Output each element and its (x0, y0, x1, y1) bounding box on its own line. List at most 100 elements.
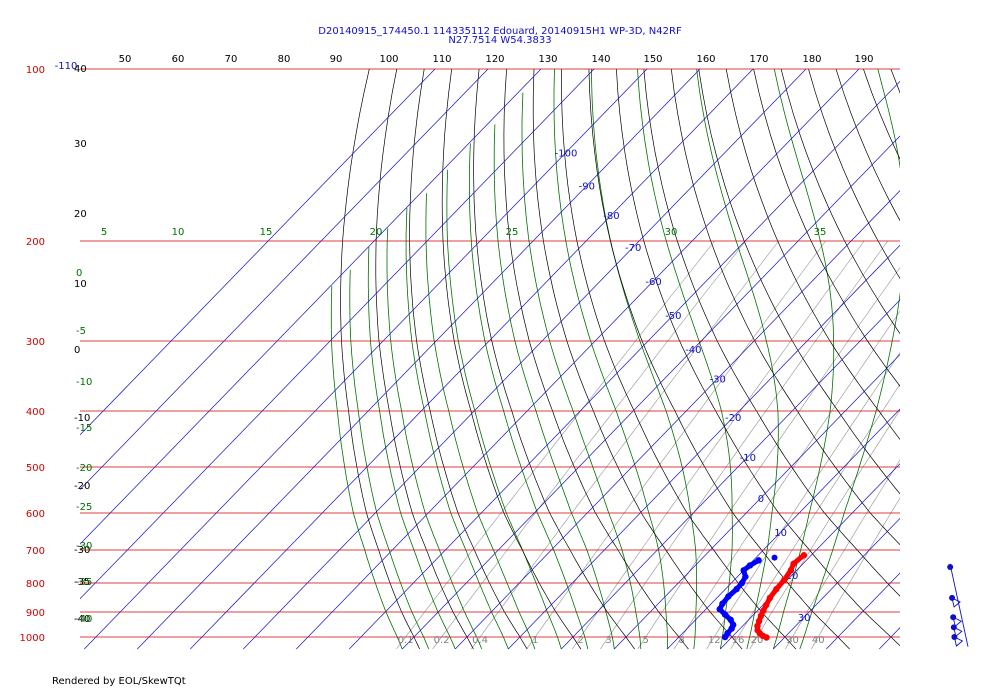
isotherm-line (243, 69, 807, 650)
temperature-point (760, 607, 767, 614)
dry-adiabat-line (890, 69, 900, 94)
isotherm-line (80, 69, 436, 436)
isobar-label: 800 (26, 579, 45, 590)
isotherms (80, 69, 1000, 650)
mixing-ratio-line (673, 310, 900, 650)
theta-left-label: 0 (74, 345, 80, 356)
mixing-ratio-label: 5 (643, 635, 649, 646)
isotherm-line (614, 354, 900, 650)
mixing-ratio-line (526, 240, 826, 650)
theta-top-label: 110 (432, 54, 451, 65)
isotherm-line (932, 69, 1000, 649)
temperature-point (766, 594, 774, 602)
isotherm-line (80, 69, 489, 491)
theta-top-label: 60 (172, 54, 185, 65)
moist-adiabat-line (493, 124, 615, 650)
dry-adiabat-line (441, 69, 582, 650)
mixing-ratio-line (571, 240, 865, 650)
mixing-ratio-line (706, 352, 900, 650)
theta-top-label: 170 (749, 54, 768, 65)
isotherm-label: 0 (758, 494, 764, 505)
temperature-point (762, 601, 770, 609)
dry-adiabat-line (532, 69, 743, 650)
wind-barb-flag (952, 616, 963, 628)
dewpoint-point (746, 562, 754, 569)
dry-adiabat-line (918, 69, 1000, 649)
isotherm-label: -100 (555, 148, 578, 159)
theta-left-label: 10 (74, 279, 87, 290)
isobars (80, 68, 900, 638)
dry-adiabat-line (835, 69, 900, 222)
dry-adiabat-line (503, 69, 689, 650)
dry-adiabat-line (863, 69, 900, 160)
dewpoint-point (719, 600, 726, 607)
mixing-ratio-line (470, 240, 779, 650)
dry-adiabats (340, 69, 1000, 650)
theta-e-label: 35 (814, 227, 827, 238)
mixing-ratio-label: 3 (605, 635, 611, 646)
mixing-ratio-label: 1 (532, 635, 538, 646)
dewpoint-line (717, 557, 762, 640)
dewpoint-point (721, 633, 729, 641)
dry-adiabat-line (375, 69, 474, 650)
isotherm-line (667, 408, 900, 650)
isotherm-label: -70 (625, 243, 641, 254)
dry-adiabat-line (780, 69, 900, 335)
isotherm-line (773, 517, 900, 650)
theta-left-label: -30 (74, 545, 90, 556)
theta-e-label: 10 (172, 227, 185, 238)
moist-adiabat-line (469, 143, 589, 650)
theta-left-label: 40 (74, 64, 87, 75)
wind-barb-flag (953, 626, 963, 638)
theta-left-label: 30 (74, 139, 87, 150)
mixing-ratio-line (600, 240, 888, 650)
isotherm-label: -80 (603, 211, 619, 222)
grid-labels: 1002003004005006007008009001000-100-90-8… (20, 54, 874, 646)
wind-barb-point (947, 564, 954, 571)
dry-adiabat-line (753, 69, 900, 387)
isotherm-label: -40 (685, 345, 701, 356)
dry-adiabat-line (340, 69, 421, 650)
dry-adiabat-line (616, 69, 900, 647)
isotherm-line (720, 463, 900, 650)
dewpoint-point (733, 585, 740, 593)
temperature-point (787, 567, 795, 574)
mixing-ratio-label: 8 (679, 635, 685, 646)
theta-e-label: 25 (506, 227, 519, 238)
isotherm-line (80, 69, 595, 600)
theta-top-label: 50 (119, 54, 132, 65)
isotherm-line (190, 69, 754, 650)
moist-adiabat-line (446, 169, 562, 650)
moist-adiabat-line (349, 269, 430, 650)
isotherm-line (826, 572, 900, 650)
theta-left-label: -40 (74, 614, 90, 625)
theta-left-label: 20 (74, 209, 87, 220)
chart-title: D20140915_174450.1 114335112 Edouard, 20… (318, 26, 682, 37)
temperature-point (781, 576, 788, 584)
isotherm-line (508, 244, 900, 650)
dewpoint-point (721, 611, 729, 618)
theta-top-label: 150 (643, 54, 662, 65)
temperature-point (763, 634, 770, 641)
dry-adiabat-line (946, 69, 1000, 649)
theta-e-label: 5 (101, 227, 107, 238)
theta-e-left-label: -35 (76, 577, 92, 588)
isotherm-label: -20 (725, 413, 741, 424)
wind-barb-flag (953, 636, 964, 647)
isotherm-label: -60 (645, 277, 661, 288)
dewpoint-point (755, 557, 762, 564)
theta-e-left-label: 0 (76, 268, 82, 279)
temperature-point (757, 612, 765, 620)
moist-adiabat-line (696, 69, 779, 650)
moist-adiabats (330, 69, 900, 650)
theta-e-left-label: -30 (76, 541, 92, 552)
dewpoint-point (740, 567, 747, 574)
dry-adiabat-line (588, 69, 850, 650)
isotherm-line (349, 80, 900, 650)
dewpoint-point (727, 616, 734, 623)
theta-e-label: 30 (665, 227, 678, 238)
theta-left-label: -10 (74, 413, 90, 424)
dry-adiabat-line (409, 69, 528, 650)
isobar-label: 1000 (20, 633, 45, 644)
